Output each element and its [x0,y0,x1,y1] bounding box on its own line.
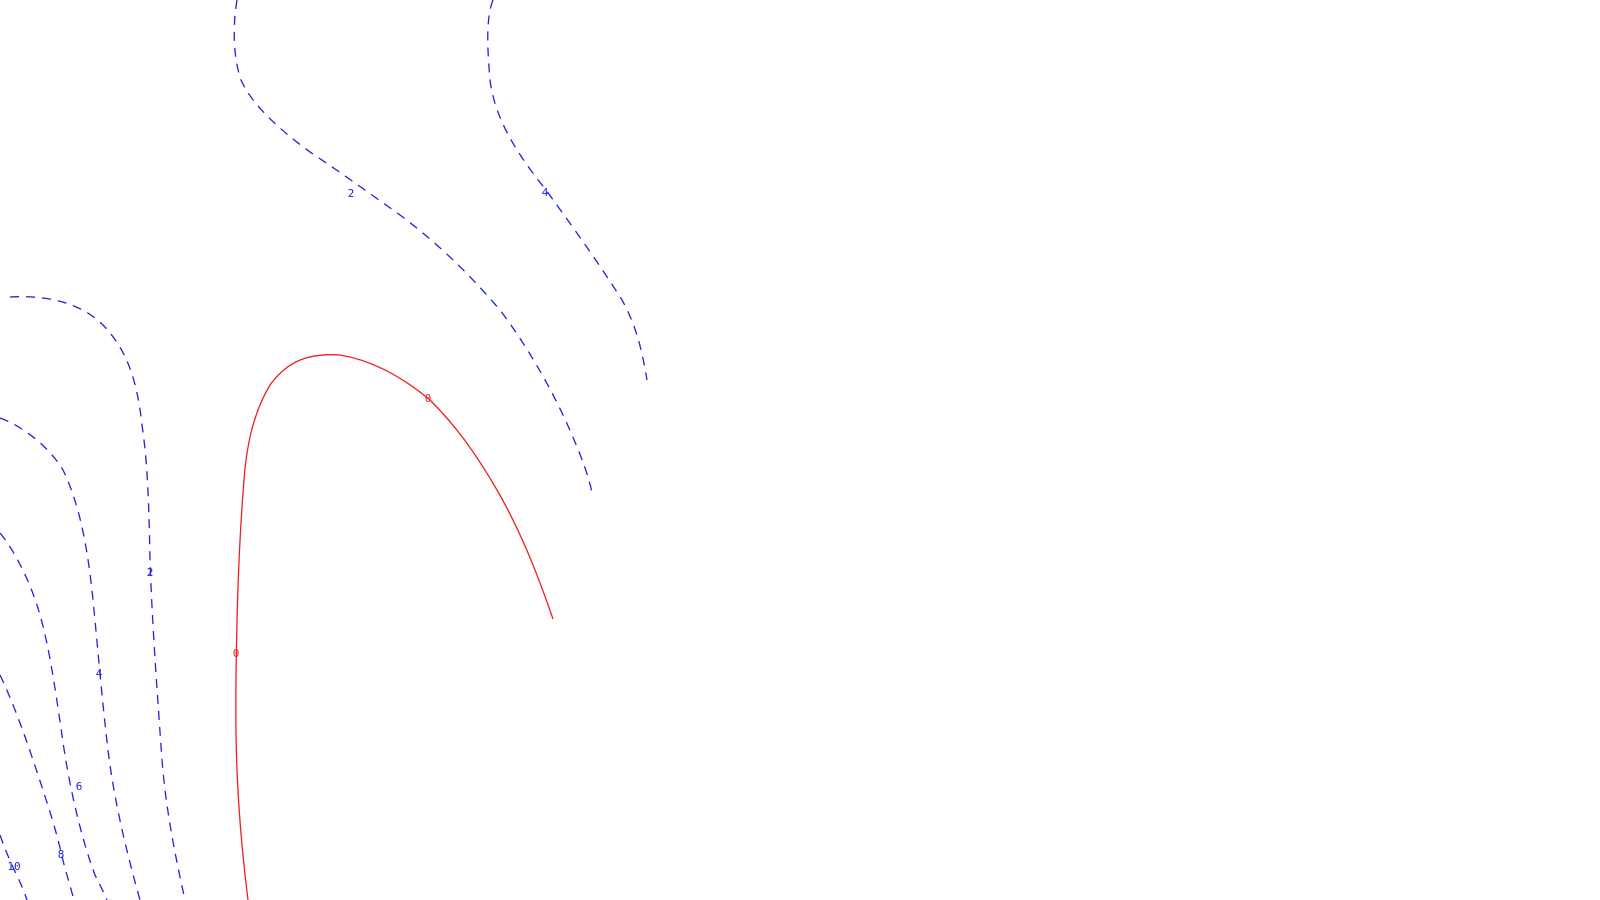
contour-label-4-left: 4 [96,667,103,680]
contour-line-0 [235,354,554,900]
contour-line-4-top [487,0,648,381]
contour-label-2-top: 2 [348,187,355,200]
contour-label-10-left: 10 [7,860,20,873]
contour-label-2-left: 2 [147,566,154,579]
contour-label-0-top: 0 [425,392,432,405]
contour-line-2-left [9,296,186,900]
contour-line-10-left [0,834,28,900]
contour-label-0-left: 0 [233,647,240,660]
contour-label-8-left: 8 [58,848,65,861]
contour-line-8-left [0,674,75,900]
contour-line-4-left [0,417,141,900]
contour-label-6-left: 6 [76,780,83,793]
contour-line-6-left [0,532,108,900]
contour-line-2-top [233,0,593,493]
contour-label-4-top: 4 [542,186,549,199]
